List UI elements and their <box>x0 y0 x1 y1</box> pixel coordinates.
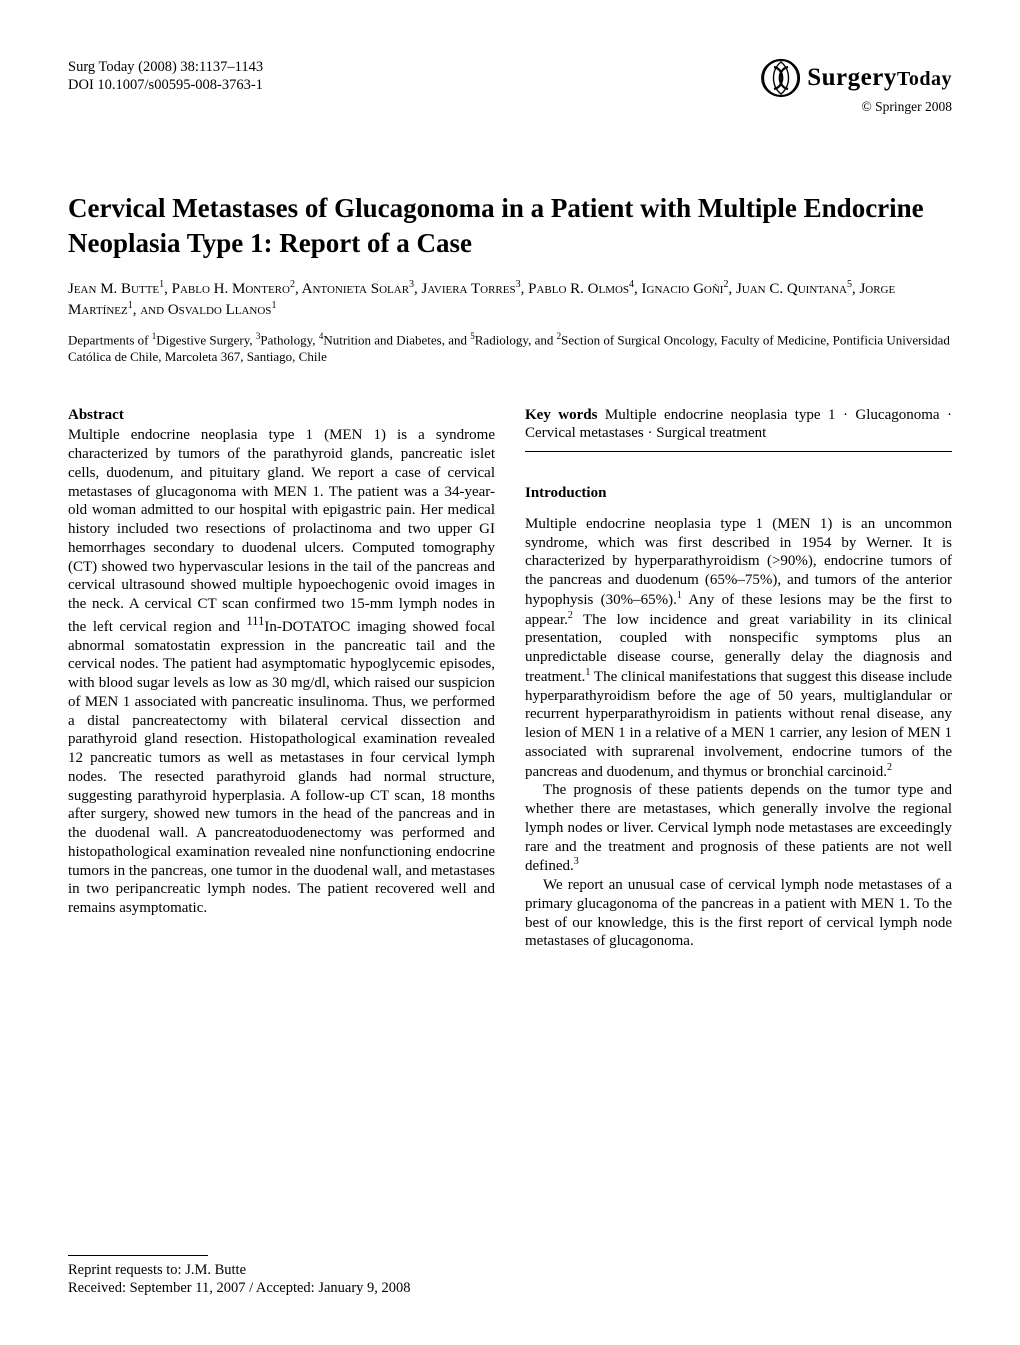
journal-reference: Surg Today (2008) 38:1137–1143 <box>68 58 263 76</box>
intro-paragraph: We report an unusual case of cervical ly… <box>525 876 952 951</box>
journal-brand: SurgeryToday <box>761 58 952 98</box>
footer: Reprint requests to: J.M. Butte Received… <box>68 1255 488 1297</box>
keywords-rule <box>525 451 952 452</box>
doi: DOI 10.1007/s00595-008-3763-1 <box>68 76 263 94</box>
brand-today: Today <box>897 68 952 90</box>
copyright: © Springer 2008 <box>761 99 952 115</box>
right-column: Key words Multiple endocrine neoplasia t… <box>525 406 952 952</box>
left-column: Abstract Multiple endocrine neoplasia ty… <box>68 406 495 952</box>
header-right: SurgeryToday © Springer 2008 <box>761 58 952 115</box>
article-title: Cervical Metastases of Glucagonoma in a … <box>68 191 952 260</box>
intro-paragraph: The prognosis of these patients depends … <box>525 781 952 876</box>
abstract-heading: Abstract <box>68 406 495 425</box>
header-left: Surg Today (2008) 38:1137–1143 DOI 10.10… <box>68 58 263 94</box>
authors: Jean M. Butte1, Pablo H. Montero2, Anton… <box>68 278 952 321</box>
introduction-body: Multiple endocrine neoplasia type 1 (MEN… <box>525 515 952 951</box>
page-header: Surg Today (2008) 38:1137–1143 DOI 10.10… <box>68 58 952 115</box>
affiliations: Departments of 1Digestive Surgery, 3Path… <box>68 331 952 366</box>
journal-logo-icon <box>761 58 801 98</box>
intro-paragraph: Multiple endocrine neoplasia type 1 (MEN… <box>525 515 952 782</box>
footer-rule <box>68 1255 208 1256</box>
keywords-label: Key words <box>525 407 597 423</box>
brand-surgery: Surgery <box>807 64 897 91</box>
abstract-body: Multiple endocrine neoplasia type 1 (MEN… <box>68 426 495 918</box>
brand-text: SurgeryToday <box>807 64 952 92</box>
body-columns: Abstract Multiple endocrine neoplasia ty… <box>68 406 952 952</box>
reprint-requests: Reprint requests to: J.M. Butte <box>68 1261 488 1279</box>
introduction-heading: Introduction <box>525 484 952 503</box>
received-accepted: Received: September 11, 2007 / Accepted:… <box>68 1279 488 1297</box>
keywords: Key words Multiple endocrine neoplasia t… <box>525 406 952 444</box>
